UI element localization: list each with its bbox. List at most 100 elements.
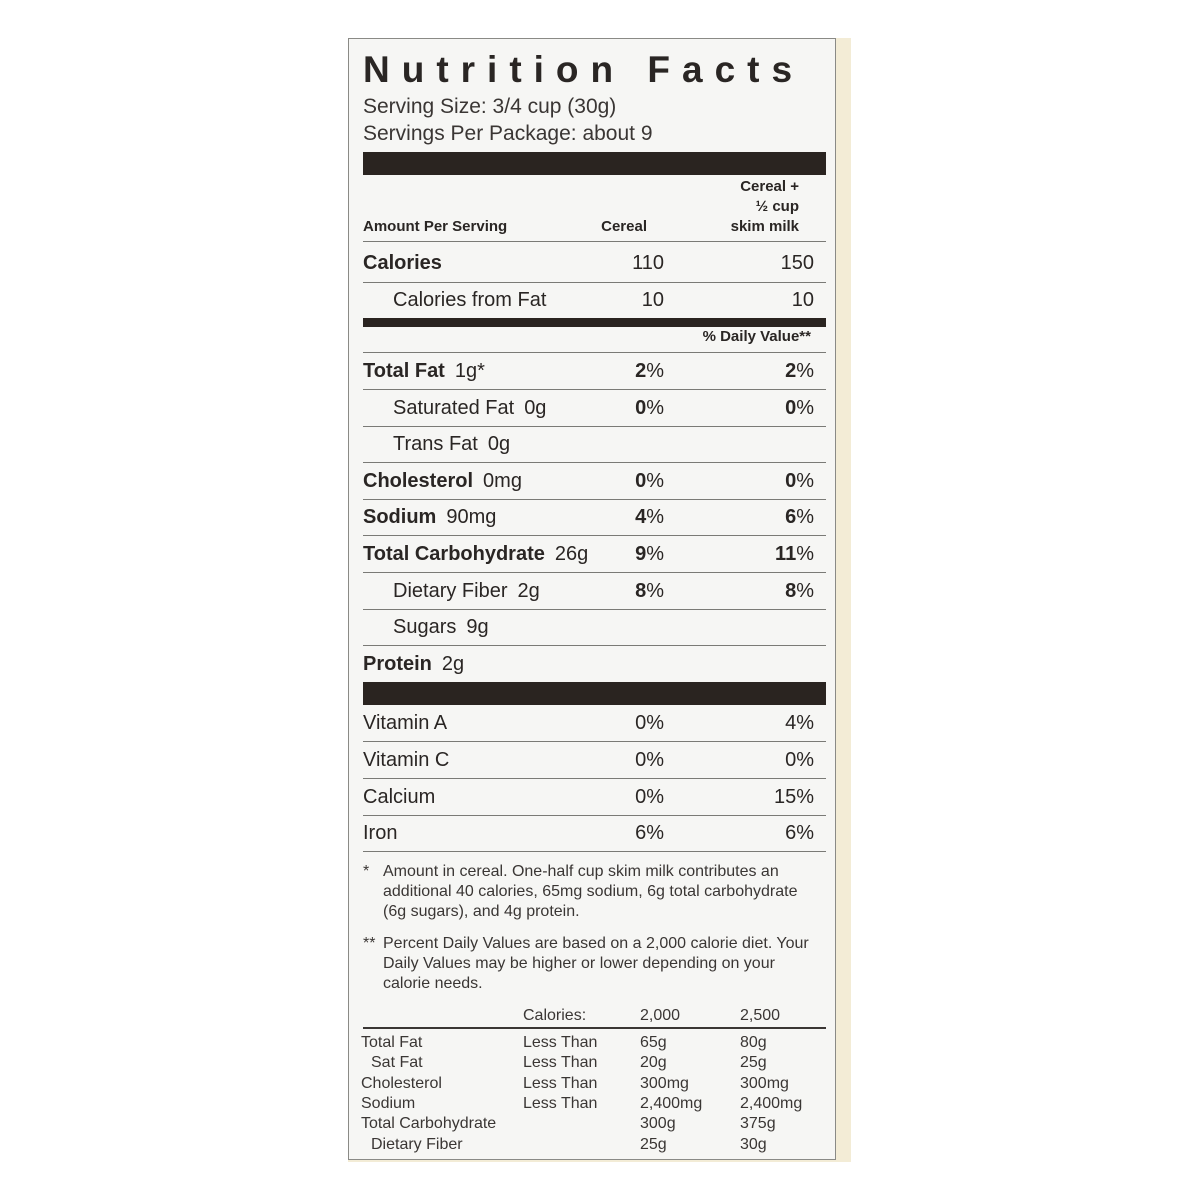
dv-table-header: Calories: 2,000 2,500 — [361, 1006, 826, 1028]
nutrient-amount: 2g — [517, 579, 540, 602]
dv-table-row: Total Fat Less Than 65g 80g — [361, 1033, 826, 1053]
divider — [363, 389, 826, 390]
footnote-mark: * — [363, 863, 370, 880]
vitamin-milk: 0% — [785, 748, 814, 771]
vitamin-row: Calcium 0% 15% — [363, 779, 826, 815]
dv-cell: 65g — [640, 1034, 667, 1051]
daily-value-header: % Daily Value** — [702, 328, 811, 345]
dv-cell: 20g — [640, 1054, 667, 1072]
nutrient-amount: 2g — [441, 652, 465, 675]
nutrient-amount: 90mg — [446, 506, 497, 529]
amount-per-serving-header: Amount Per Serving — [363, 218, 508, 235]
nutrient-row: Protein 2g — [363, 646, 826, 682]
dv-cell: Total Fat — [361, 1034, 423, 1051]
calories-row: Calories 110 150 — [363, 245, 826, 281]
dv-table-row: Sodium Less Than 2,400mg 2,400mg — [361, 1094, 826, 1114]
nutrient-label: Dietary Fiber — [393, 579, 508, 602]
nutrient-name: Sodium 90mg — [363, 506, 496, 529]
dv-2500: 2,500 — [740, 1007, 781, 1024]
nutrient-name: Dietary Fiber 2g — [393, 580, 540, 603]
nutrient-name: Protein 2g — [363, 653, 464, 676]
footnote-mark: ** — [363, 935, 376, 952]
nutrient-row: Sodium 90mg 4% 6% — [363, 499, 826, 535]
divider — [363, 645, 826, 647]
nutrient-amount: 1g* — [454, 360, 485, 382]
vitamin-row: Vitamin C 0% 0% — [363, 742, 826, 778]
vitamin-cereal: 0% — [635, 748, 664, 771]
nutrient-label: Total Carbohydrate — [363, 543, 545, 565]
nutrient-dv-milk: 6% — [785, 506, 814, 529]
divider — [363, 814, 826, 816]
divider — [363, 241, 826, 242]
serving-size: Serving Size: 3/4 cup (30g) — [363, 95, 617, 118]
nutrient-amount: 0mg — [483, 469, 522, 492]
thick-divider — [363, 152, 826, 175]
nutrient-dv-cereal: 0% — [635, 396, 664, 419]
divider — [363, 777, 826, 779]
thick-divider — [363, 682, 826, 705]
nutrient-name: Total Fat 1g* — [363, 360, 485, 383]
dv-table-row: Total Carbohydrate 300g 375g — [361, 1114, 826, 1134]
dv-cell: 300mg — [640, 1074, 689, 1092]
nutrient-amount: 0g — [524, 396, 547, 419]
nutrient-label: Saturated Fat — [393, 396, 515, 419]
dv-cell: Less Than — [523, 1034, 598, 1051]
divider — [363, 352, 826, 353]
dv-cell: Sodium — [361, 1094, 416, 1112]
cereal-column-header: Cereal — [601, 218, 647, 235]
servings-per-package: Servings Per Package: about 9 — [363, 122, 653, 145]
dv-table-row: Dietary Fiber 25g 30g — [361, 1135, 826, 1155]
cereal-milk-column-header: Cereal + ½ cup skim milk — [731, 177, 799, 237]
nutrition-facts-label: Nutrition Facts Serving Size: 3/4 cup (3… — [348, 38, 836, 1160]
dv-cell: 80g — [740, 1034, 767, 1051]
calories-from-fat-cereal: 10 — [641, 289, 664, 311]
dv-cell: Total Carbohydrate — [361, 1115, 497, 1133]
nutrient-amount: 9g — [466, 616, 489, 639]
dv-table-row: Sat Fat Less Than 20g 25g — [361, 1053, 826, 1073]
nutrient-dv-milk: 2% — [785, 360, 814, 382]
nutrient-dv-cereal: 9% — [635, 543, 664, 565]
dv-cell: Sat Fat — [371, 1054, 423, 1072]
nutrient-label: Sugars — [393, 616, 457, 639]
nutrient-row: Total Fat 1g* 2% 2% — [363, 353, 826, 389]
dv-calories-label: Calories: — [523, 1007, 587, 1024]
nutrient-dv-milk: 0% — [785, 469, 814, 492]
divider — [363, 1027, 826, 1029]
dv-cell: 25g — [740, 1054, 767, 1072]
divider — [363, 572, 826, 573]
nutrient-name: Trans Fat 0g — [393, 433, 510, 456]
nutrient-amount: 26g — [554, 543, 589, 565]
nutrient-dv-cereal: 2% — [635, 360, 664, 382]
vitamin-milk: 6% — [785, 822, 814, 845]
nutrient-row: Total Carbohydrate 26g 9% 11% — [363, 536, 826, 572]
col2-line: Cereal + — [740, 178, 799, 195]
col2-line: skim milk — [730, 218, 799, 235]
footnote-2: ** Percent Daily Values are based on a 2… — [363, 934, 823, 994]
divider — [363, 851, 826, 853]
vitamin-milk: 15% — [773, 785, 814, 808]
col2-line: ½ cup — [755, 198, 799, 215]
nutrient-name: Cholesterol 0mg — [363, 470, 522, 493]
nutrient-row: Dietary Fiber 2g 8% 8% — [363, 573, 826, 609]
divider — [363, 535, 826, 537]
nutrient-label: Trans Fat — [393, 433, 478, 456]
vitamin-cereal: 0% — [635, 712, 664, 734]
nutrient-dv-milk: 0% — [785, 396, 814, 419]
nutrient-row: Sugars 9g — [363, 609, 826, 645]
nutrient-dv-cereal: 8% — [635, 579, 664, 602]
calories-cereal: 110 — [632, 252, 664, 274]
dv-cell: 375g — [740, 1115, 776, 1133]
dv-cell: Less Than — [523, 1074, 598, 1092]
nutrient-amount: 0g — [487, 433, 511, 456]
dv-cell: 300mg — [740, 1074, 789, 1092]
vitamin-row: Iron 6% 6% — [363, 815, 826, 851]
nutrient-name: Sugars 9g — [393, 616, 489, 639]
nutrient-name: Total Carbohydrate 26g — [363, 543, 588, 566]
nutrient-label: Protein — [363, 652, 432, 675]
dv-cell: 25g — [640, 1135, 667, 1153]
divider — [363, 462, 826, 464]
vitamin-name: Iron — [363, 822, 398, 845]
nutrient-dv-milk: 11% — [775, 543, 814, 565]
nutrient-label: Total Fat — [363, 360, 445, 382]
package-panel: Nutrition Facts Serving Size: 3/4 cup (3… — [348, 38, 851, 1162]
